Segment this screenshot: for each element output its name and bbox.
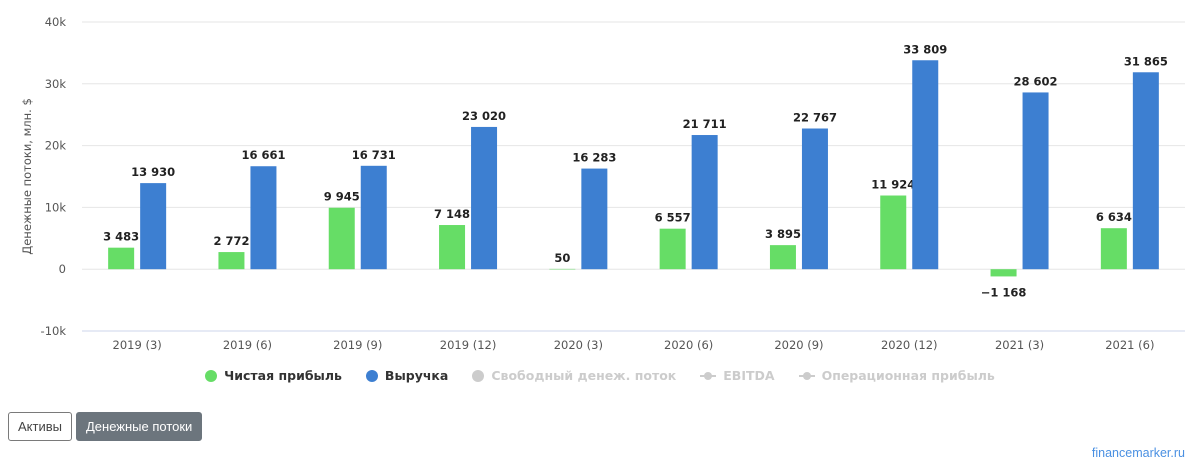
x-tick-label: 2019 (3) [113, 338, 162, 352]
bar-net-profit [108, 247, 135, 270]
chart-legend: Чистая прибыль Выручка Свободный денеж. по… [0, 368, 1200, 383]
y-tick-label: 40k [45, 15, 67, 29]
bar-revenue [691, 135, 718, 270]
bar-revenue [801, 128, 828, 270]
x-tick-label: 2020 (3) [554, 338, 603, 352]
legend-line-icon [798, 370, 815, 382]
data-label: 16 731 [352, 148, 396, 162]
data-label: 50 [554, 251, 570, 265]
bar-revenue [140, 183, 167, 270]
data-label: −1 168 [981, 285, 1027, 299]
legend-dot-icon [365, 369, 378, 382]
y-tick-label: 30k [45, 77, 67, 91]
x-tick-label: 2020 (12) [881, 338, 938, 352]
x-tick-label: 2020 (9) [774, 338, 823, 352]
legend-label: EBITDA [723, 368, 775, 383]
y-tick-label: 10k [45, 200, 67, 214]
y-tick-label: 20k [45, 139, 67, 153]
brand-link[interactable]: financemarker.ru [1091, 446, 1185, 460]
bar-revenue [1132, 72, 1159, 270]
x-tick-label: 2019 (6) [223, 338, 272, 352]
legend-item[interactable]: Операционная прибыль [798, 368, 995, 383]
data-label: 3 483 [103, 230, 139, 244]
x-tick-label: 2021 (6) [1105, 338, 1154, 352]
bar-net-profit [218, 252, 245, 270]
bar-revenue [1022, 92, 1049, 270]
data-label: 22 767 [793, 110, 837, 124]
data-label: 28 602 [1014, 74, 1058, 88]
y-axis-title: Денежные потоки, млн. $ [20, 98, 34, 255]
legend-item[interactable]: Чистая прибыль [205, 368, 342, 383]
assets-button[interactable]: Активы [8, 412, 72, 441]
legend-line-icon [700, 370, 717, 382]
y-tick-label: -10k [41, 324, 67, 338]
data-label: 6 634 [1096, 210, 1132, 224]
bar-net-profit [1100, 228, 1127, 270]
data-label: 6 557 [655, 211, 691, 225]
legend-item[interactable]: Свободный денеж. поток [472, 368, 676, 383]
data-label: 16 283 [572, 151, 616, 165]
legend-label: Выручка [384, 368, 449, 383]
bar-revenue [360, 165, 387, 270]
legend-item[interactable]: Выручка [365, 368, 449, 383]
cashflows-button[interactable]: Денежные потоки [75, 412, 203, 441]
bar-revenue [581, 168, 608, 270]
bar-net-profit [328, 207, 355, 270]
x-tick-label: 2020 (6) [664, 338, 713, 352]
data-label: 7 148 [434, 207, 470, 221]
bar-net-profit [439, 225, 466, 270]
data-label: 16 661 [241, 148, 285, 162]
x-tick-label: 2019 (12) [440, 338, 497, 352]
y-tick-label: 0 [59, 262, 66, 276]
bar-net-profit [990, 269, 1017, 277]
bar-net-profit [549, 268, 576, 270]
data-label: 21 711 [683, 117, 727, 131]
legend-dot-icon [205, 369, 218, 382]
bar-revenue [471, 126, 498, 270]
bar-revenue [250, 166, 277, 270]
data-label: 2 772 [213, 234, 249, 248]
data-label: 31 865 [1124, 54, 1168, 68]
view-toggle-group: Активы Денежные потоки [8, 412, 203, 441]
data-label: 33 809 [903, 42, 947, 56]
legend-item[interactable]: EBITDA [700, 368, 775, 383]
legend-label: Свободный денеж. поток [491, 368, 677, 383]
legend-label: Операционная прибыль [821, 368, 995, 383]
data-label: 23 020 [462, 109, 506, 123]
bar-net-profit [880, 195, 907, 270]
bar-net-profit [659, 228, 686, 270]
x-tick-label: 2021 (3) [995, 338, 1044, 352]
data-label: 13 930 [131, 165, 175, 179]
bar-revenue [912, 60, 939, 270]
x-tick-label: 2019 (9) [333, 338, 382, 352]
data-label: 9 945 [324, 190, 360, 204]
cashflow-chart: 40k 30k 20k 10k 0 -10k Денежные потоки, млн. $… [20, 15, 1185, 352]
data-label: 3 895 [765, 227, 801, 241]
bar-net-profit [769, 245, 796, 270]
legend-dot-icon [472, 369, 485, 382]
legend-label: Чистая прибыль [224, 368, 342, 383]
data-label: 11 924 [871, 178, 915, 192]
